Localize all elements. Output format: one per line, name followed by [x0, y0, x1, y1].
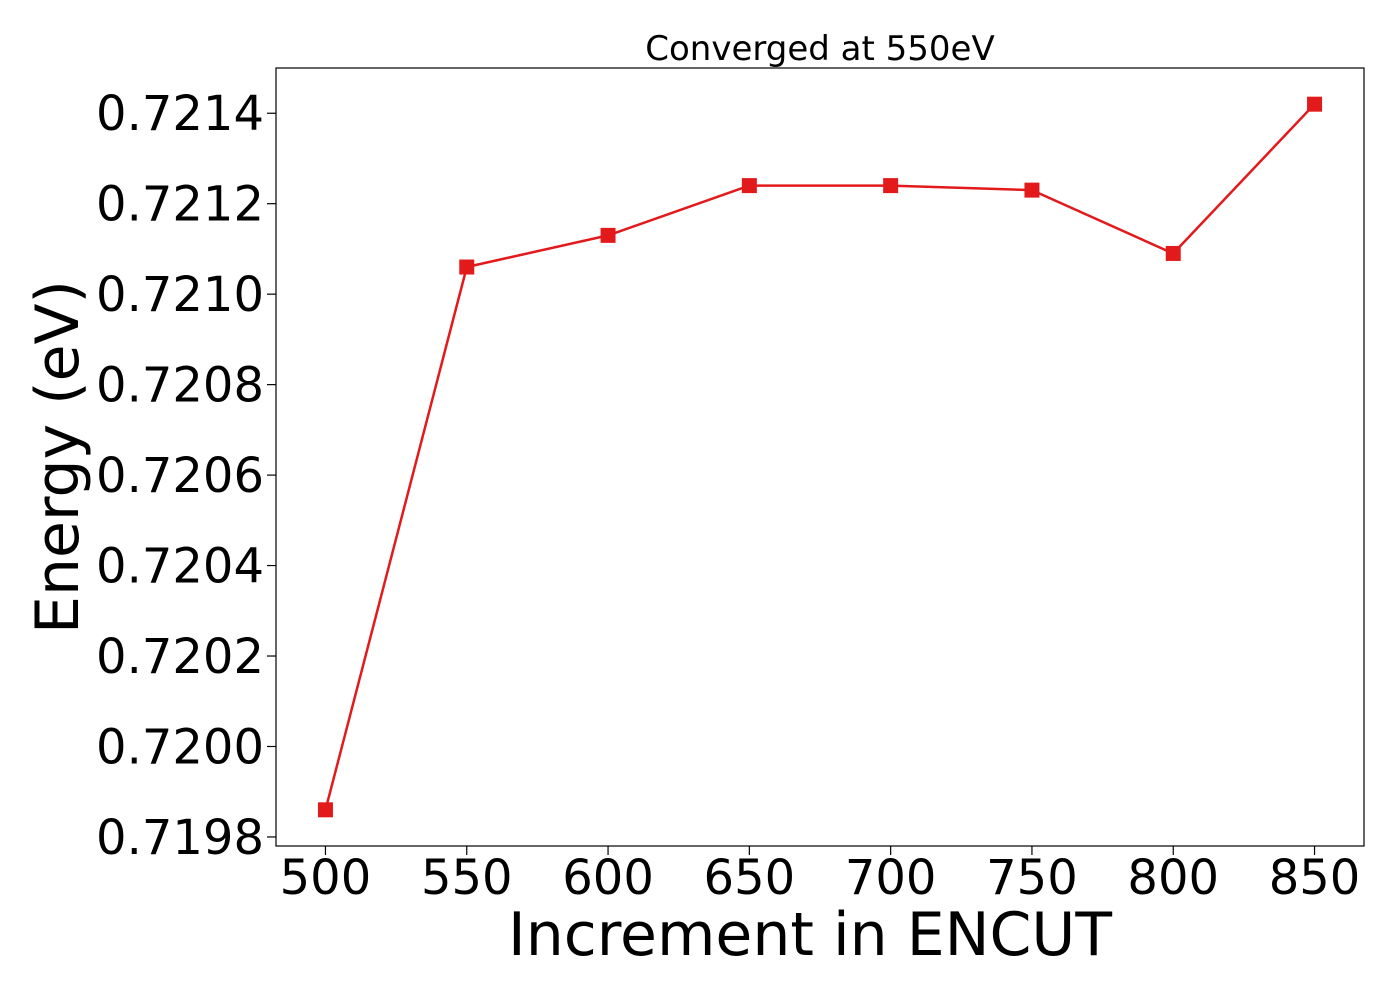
y-tick-label: 0.7202 — [96, 629, 264, 685]
y-tick-label: 0.7206 — [96, 448, 264, 504]
data-point — [1024, 182, 1040, 198]
data-point — [1307, 96, 1323, 112]
data-point — [883, 178, 899, 194]
y-tick-label: 0.7200 — [96, 719, 264, 775]
x-tick-label: 500 — [280, 850, 372, 906]
data-point — [317, 802, 333, 818]
x-tick-label: 750 — [986, 850, 1078, 906]
x-tick-label: 650 — [704, 850, 796, 906]
data-point — [459, 259, 475, 275]
y-tick-label: 0.7198 — [96, 810, 264, 866]
y-axis-title: Energy (eV) — [23, 280, 93, 634]
y-tick-label: 0.7210 — [96, 267, 264, 323]
x-tick-label: 550 — [421, 850, 513, 906]
series-line — [324, 103, 1316, 811]
x-tick-label: 700 — [845, 850, 937, 906]
x-axis: 500 550 600 650 700 750 800 850 — [280, 846, 1361, 906]
x-tick-label: 850 — [1269, 850, 1361, 906]
x-tick-label: 800 — [1127, 850, 1219, 906]
x-tick-label: 600 — [562, 850, 654, 906]
y-tick-label: 0.7208 — [96, 358, 264, 414]
y-tick-label: 0.7214 — [96, 86, 264, 142]
data-point — [1165, 245, 1181, 261]
data-point — [741, 178, 757, 194]
y-tick-label: 0.7204 — [96, 539, 264, 595]
y-axis: 0.7198 0.7200 0.7202 0.7204 0.7206 0.7208 0.72… — [96, 86, 276, 866]
data-point — [600, 227, 616, 243]
plot-frame — [275, 67, 1365, 847]
x-axis-title: Increment in ENCUT — [508, 900, 1112, 970]
y-tick-label: 0.7212 — [96, 177, 264, 233]
chart-title: Converged at 550eV — [645, 29, 994, 69]
series-layer — [317, 96, 1323, 818]
